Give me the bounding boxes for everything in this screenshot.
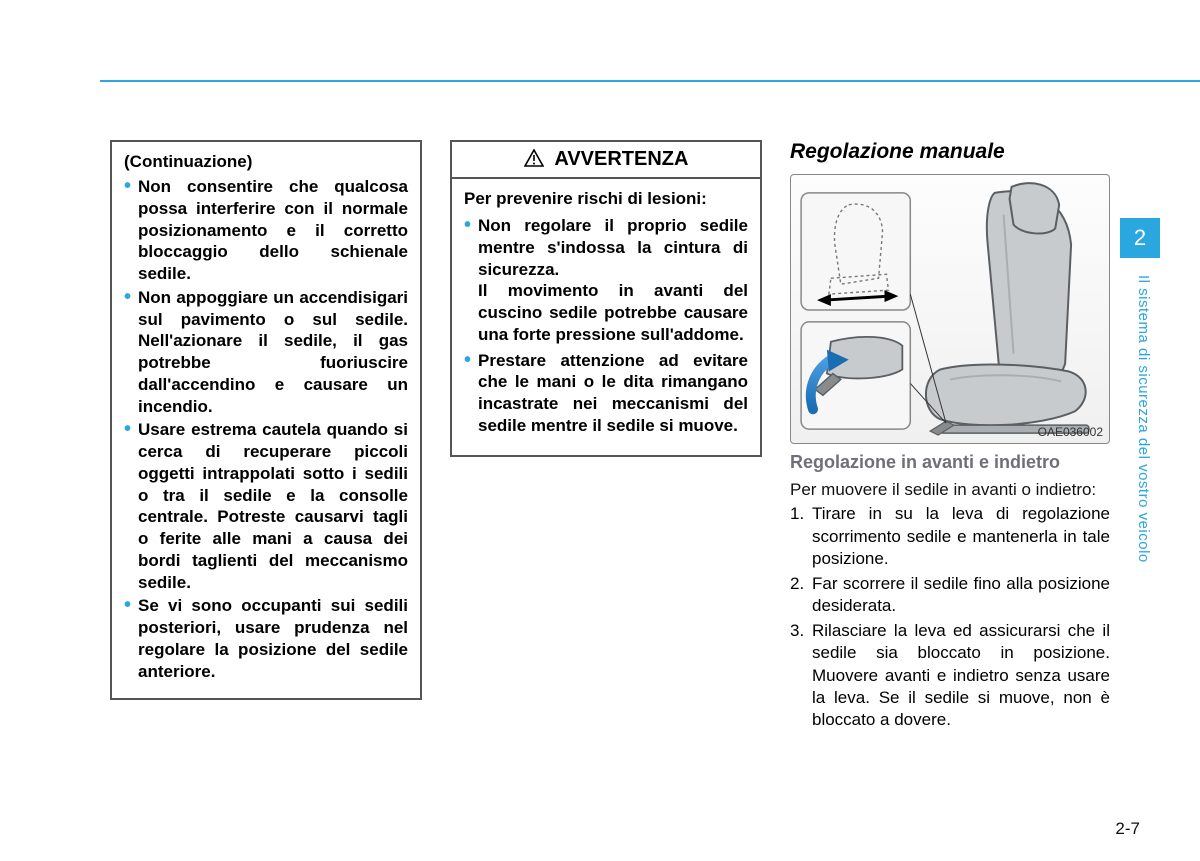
warning-icon xyxy=(524,148,555,170)
continuation-list: Non consentire che qualcosa possa interf… xyxy=(124,176,408,682)
column-left: (Continuazione) Non consentire che qualc… xyxy=(110,140,422,734)
column-right: Regolazione manuale xyxy=(790,140,1110,734)
step-item: Tirare in su la leva di regolazione scor… xyxy=(790,503,1110,570)
chapter-label: Il sistema di sicurezza del vostro veico… xyxy=(1128,275,1152,635)
warning-header-text: AVVERTENZA xyxy=(554,148,688,170)
section-title: Regolazione manuale xyxy=(790,140,1110,164)
page-content: (Continuazione) Non consentire che qualc… xyxy=(110,140,1110,734)
chapter-tab: 2 xyxy=(1120,218,1160,258)
warning-item-main: Non regolare il proprio sedile mentre s'… xyxy=(478,216,748,279)
column-middle: AVVERTENZA Per prevenire rischi di lesio… xyxy=(450,140,762,734)
list-item: Usare estrema cautela quando si cerca di… xyxy=(124,419,408,593)
warning-body: Per prevenire rischi di lesioni: Non reg… xyxy=(452,179,760,455)
page-number: 2-7 xyxy=(1115,819,1140,839)
seat-figure: OAE036002 xyxy=(790,174,1110,444)
intro-text: Per muovere il sedile in avanti o indiet… xyxy=(790,479,1110,501)
continuation-title: (Continuazione) xyxy=(124,152,408,172)
warning-box: AVVERTENZA Per prevenire rischi di lesio… xyxy=(450,140,762,457)
warning-list: Non regolare il proprio sedile mentre s'… xyxy=(464,215,748,437)
seat-illustration xyxy=(791,175,1109,443)
warning-item-sub: Il movimento in avanti del cuscino sedil… xyxy=(478,280,748,345)
list-item: Prestare attenzione ad evitare che le ma… xyxy=(464,350,748,437)
list-item: Non appoggiare un accendisigari sul pavi… xyxy=(124,287,408,418)
list-item: Se vi sono occupanti sui sedili posterio… xyxy=(124,595,408,682)
figure-code: OAE036002 xyxy=(1038,425,1103,439)
list-item: Non consentire che qualcosa possa interf… xyxy=(124,176,408,285)
chapter-number: 2 xyxy=(1134,225,1146,251)
warning-item-main: Prestare attenzione ad evitare che le ma… xyxy=(478,351,748,435)
step-item: Rilasciare la leva ed assicurarsi che il… xyxy=(790,620,1110,732)
steps-list: Tirare in su la leva di regolazione scor… xyxy=(790,503,1110,731)
step-item: Far scorrere il sedile fino alla posizio… xyxy=(790,573,1110,618)
subheading: Regolazione in avanti e indietro xyxy=(790,452,1110,473)
list-item: Non regolare il proprio sedile mentre s'… xyxy=(464,215,748,346)
warning-lead: Per prevenire rischi di lesioni: xyxy=(464,189,748,209)
warning-header: AVVERTENZA xyxy=(452,142,760,179)
continuation-box: (Continuazione) Non consentire che qualc… xyxy=(110,140,422,700)
top-rule xyxy=(100,80,1200,82)
